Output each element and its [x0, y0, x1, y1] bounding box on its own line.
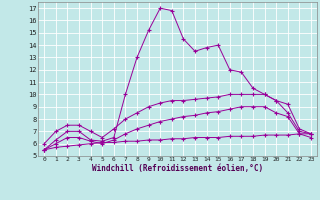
X-axis label: Windchill (Refroidissement éolien,°C): Windchill (Refroidissement éolien,°C): [92, 164, 263, 173]
